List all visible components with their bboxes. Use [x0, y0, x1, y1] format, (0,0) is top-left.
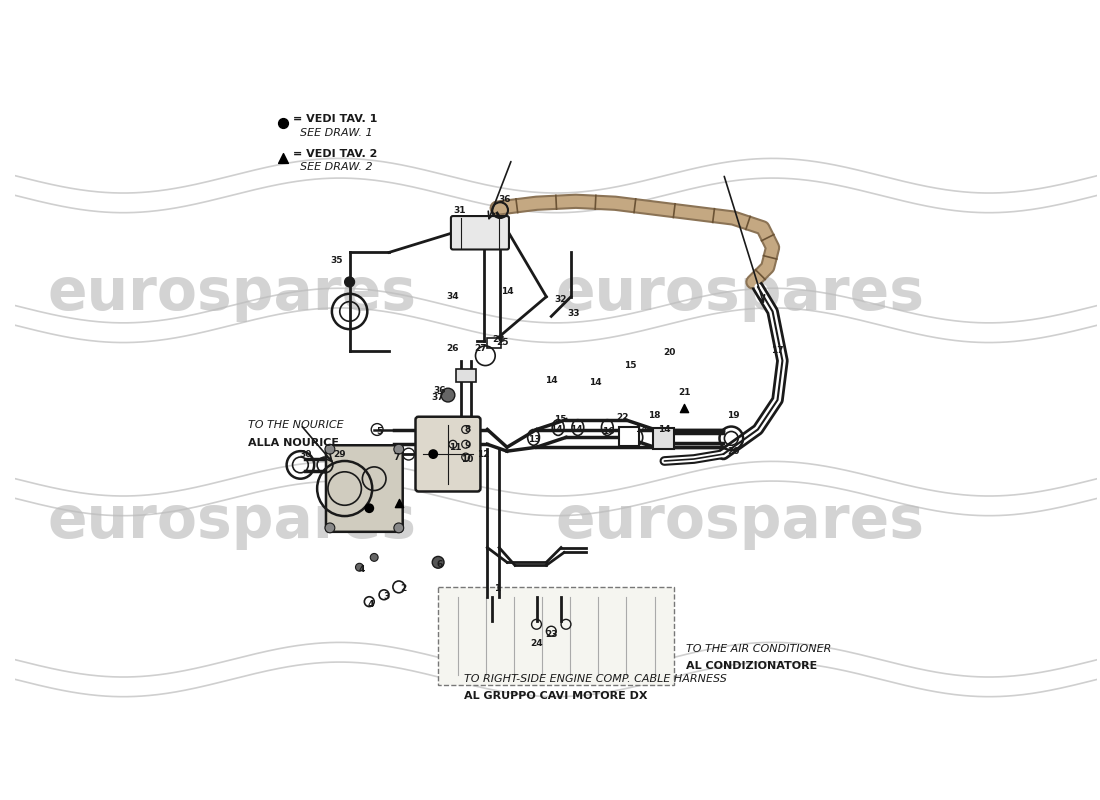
Text: eurospares: eurospares: [47, 266, 416, 322]
Text: 10: 10: [462, 454, 474, 463]
Text: eurospares: eurospares: [556, 266, 925, 322]
Text: 13: 13: [528, 435, 541, 444]
FancyBboxPatch shape: [487, 338, 502, 348]
Text: 14: 14: [658, 425, 671, 434]
Circle shape: [371, 554, 378, 562]
Text: 4: 4: [359, 565, 364, 574]
Text: 9: 9: [464, 441, 471, 450]
Text: 7: 7: [394, 453, 400, 462]
Text: 26: 26: [447, 344, 459, 354]
Text: 17: 17: [771, 346, 784, 355]
Text: 14: 14: [570, 425, 582, 434]
Circle shape: [394, 523, 404, 533]
Text: 8: 8: [464, 425, 471, 434]
Bar: [438, 587, 674, 686]
Text: 15: 15: [624, 361, 636, 370]
Text: 35: 35: [331, 256, 343, 265]
Text: 11: 11: [449, 442, 461, 452]
FancyBboxPatch shape: [416, 417, 481, 491]
Text: 33: 33: [568, 309, 580, 318]
FancyBboxPatch shape: [451, 216, 509, 250]
Point: [390, 497, 408, 510]
Point: [275, 151, 293, 164]
Point: [675, 402, 693, 414]
Text: 15: 15: [554, 415, 566, 424]
Text: 20: 20: [663, 348, 675, 358]
Circle shape: [355, 563, 363, 571]
Text: TO THE AIR CONDITIONER: TO THE AIR CONDITIONER: [686, 644, 832, 654]
Text: 32: 32: [554, 295, 568, 304]
FancyBboxPatch shape: [619, 426, 639, 446]
Text: 14: 14: [544, 376, 558, 385]
Circle shape: [441, 388, 455, 402]
Text: eurospares: eurospares: [556, 494, 925, 550]
Text: 36: 36: [498, 195, 512, 204]
Text: = VEDI TAV. 2: = VEDI TAV. 2: [294, 149, 377, 158]
Text: 24: 24: [530, 639, 542, 649]
Text: ALLA NOURICE: ALLA NOURICE: [248, 438, 339, 448]
FancyBboxPatch shape: [455, 369, 475, 382]
FancyBboxPatch shape: [326, 446, 403, 532]
Text: TO RIGHT-SIDE ENGINE COMP. CABLE HARNESS: TO RIGHT-SIDE ENGINE COMP. CABLE HARNESS: [464, 674, 727, 684]
Circle shape: [324, 444, 334, 454]
Text: 3: 3: [384, 592, 390, 602]
Text: 4: 4: [368, 600, 374, 609]
Circle shape: [394, 444, 404, 454]
Text: = VEDI TAV. 1: = VEDI TAV. 1: [294, 114, 377, 124]
Text: 37: 37: [432, 393, 444, 402]
Text: 30: 30: [299, 450, 311, 458]
Text: 18: 18: [648, 411, 661, 420]
Text: 1: 1: [494, 584, 501, 594]
Text: 20: 20: [727, 446, 739, 456]
Circle shape: [428, 449, 438, 459]
Text: 31: 31: [453, 206, 466, 214]
Text: 5: 5: [376, 427, 382, 436]
Text: SEE DRAW. 1: SEE DRAW. 1: [294, 128, 373, 138]
Text: 22: 22: [616, 414, 628, 422]
Text: AL GRUPPO CAVI MOTORE DX: AL GRUPPO CAVI MOTORE DX: [464, 691, 648, 701]
Text: 2: 2: [400, 584, 407, 594]
Text: 34: 34: [447, 292, 459, 302]
Text: 14: 14: [550, 425, 562, 434]
Circle shape: [344, 277, 354, 287]
Circle shape: [432, 557, 444, 568]
Text: AL CONDIZIONATORE: AL CONDIZIONATORE: [686, 662, 817, 671]
Text: 19: 19: [727, 411, 739, 420]
Text: 14: 14: [500, 287, 514, 296]
Text: 6: 6: [437, 560, 443, 569]
Text: 12: 12: [477, 450, 490, 458]
Text: 16: 16: [602, 427, 615, 436]
Text: 14: 14: [636, 425, 648, 434]
FancyBboxPatch shape: [652, 427, 674, 449]
Text: 36: 36: [433, 386, 447, 394]
Text: 27: 27: [474, 344, 486, 354]
Text: 21: 21: [678, 388, 691, 397]
Text: 23: 23: [544, 630, 558, 638]
Text: 14: 14: [590, 378, 602, 386]
Circle shape: [324, 523, 334, 533]
Circle shape: [364, 503, 374, 513]
Text: SEE DRAW. 2: SEE DRAW. 2: [294, 162, 373, 173]
Point: [275, 117, 293, 130]
Text: 25: 25: [496, 338, 508, 347]
Text: 28: 28: [492, 334, 505, 343]
Text: TO THE NOURICE: TO THE NOURICE: [248, 421, 343, 430]
Text: 29: 29: [333, 450, 346, 458]
Text: eurospares: eurospares: [47, 494, 416, 550]
